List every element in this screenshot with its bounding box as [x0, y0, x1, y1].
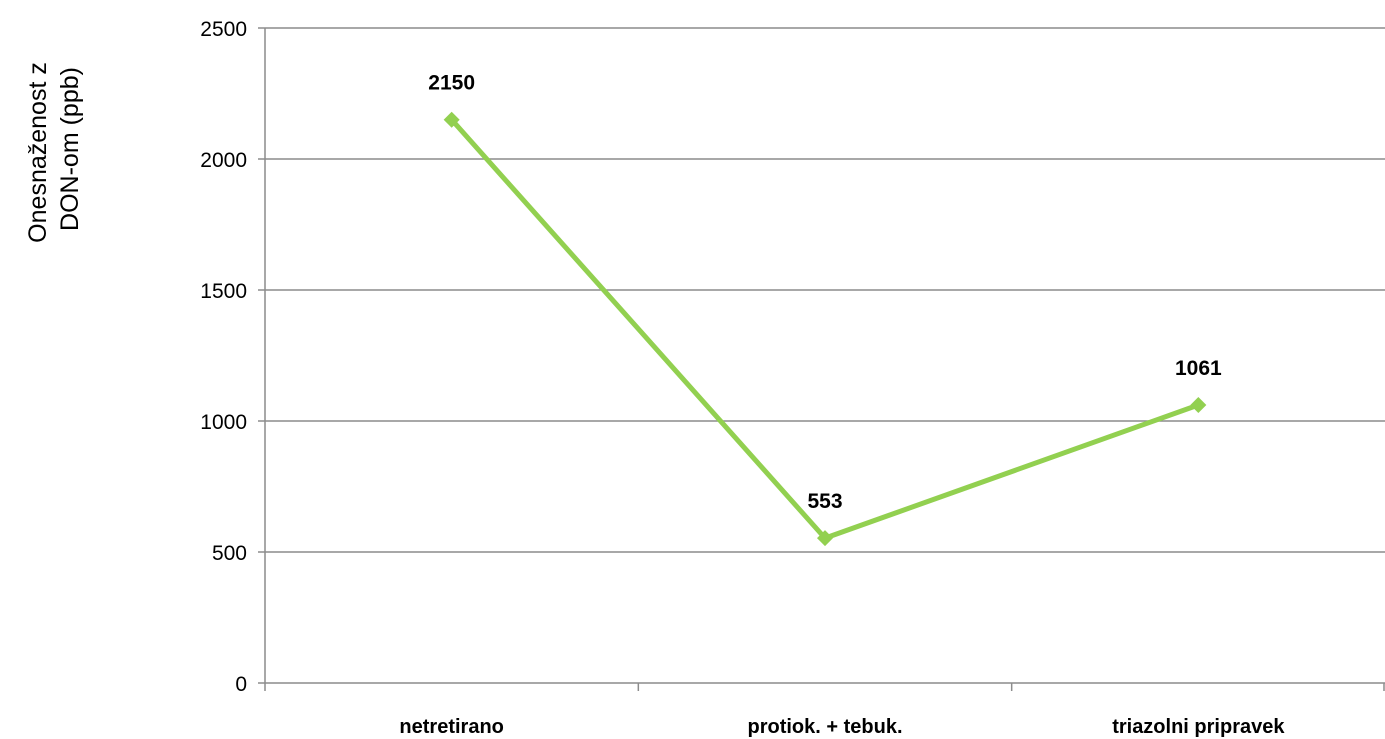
x-category-label: triazolni pripravek [1112, 716, 1285, 738]
y-tick-label: 0 [235, 673, 247, 696]
axes [258, 27, 1385, 691]
data-labels: 2150 553 1061 [428, 72, 1222, 513]
y-axis-label-line-2: DON-om (ppb) [56, 67, 84, 231]
y-tick-label: 2500 [200, 18, 247, 41]
x-category-label: netretirano [399, 716, 503, 738]
data-point-marker [817, 530, 833, 547]
series-line-path [449, 117, 1201, 541]
y-axis-label: Onesnaženost z DON-om (ppb) [24, 55, 84, 243]
y-tick-label: 500 [212, 542, 247, 565]
x-category-label: protiok. + tebuk. [747, 716, 902, 738]
y-tick-label: 2000 [200, 149, 247, 172]
data-label: 2150 [428, 72, 475, 95]
y-tick-label: 1500 [200, 280, 247, 303]
y-tick-label: 1000 [200, 411, 247, 434]
data-label: 553 [807, 490, 842, 513]
data-point-marker [443, 111, 460, 128]
data-label: 1061 [1175, 357, 1222, 380]
x-category-labels: netretirano protiok. + tebuk. triazolni pr… [399, 716, 1285, 738]
data-point-marker [1190, 397, 1207, 414]
gridlines [265, 27, 1385, 553]
y-axis-label-line-1: Onesnaženost z [24, 62, 52, 243]
series-line [443, 111, 1207, 547]
y-tick-labels: 0 500 1000 1500 2000 2500 [200, 18, 247, 696]
